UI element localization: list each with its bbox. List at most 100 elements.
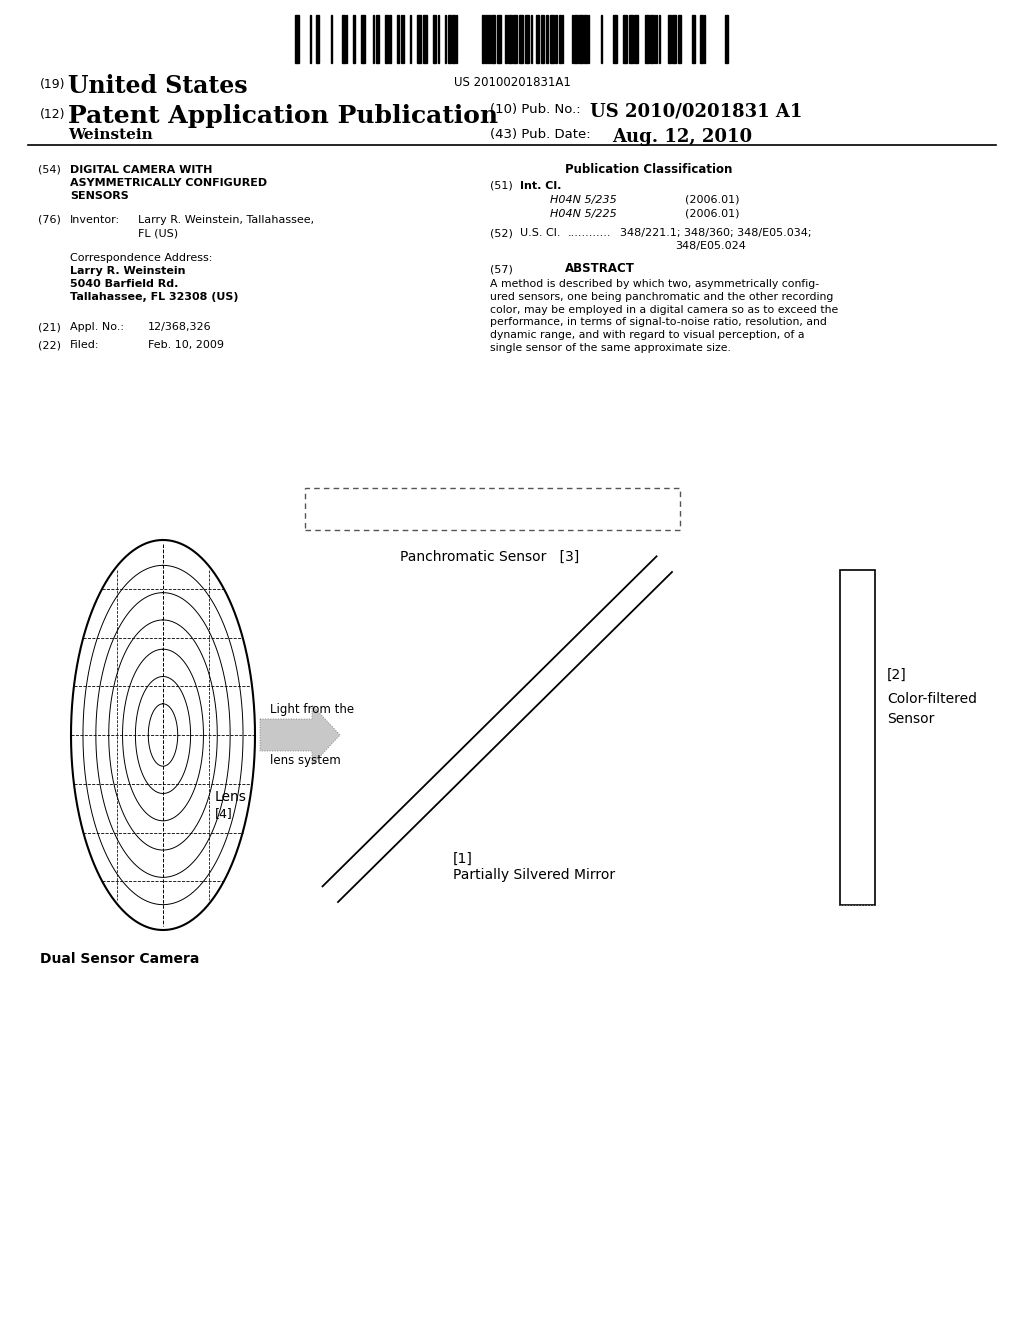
Bar bbox=[353, 15, 355, 63]
Text: (21): (21) bbox=[38, 322, 60, 333]
Text: [2]: [2] bbox=[887, 668, 906, 682]
Bar bbox=[634, 15, 638, 63]
Text: ............: ............ bbox=[568, 228, 611, 238]
Text: (19): (19) bbox=[40, 78, 66, 91]
Bar bbox=[490, 15, 495, 63]
Text: (2006.01): (2006.01) bbox=[685, 209, 739, 219]
Text: Sensor: Sensor bbox=[887, 711, 934, 726]
Text: [1]: [1] bbox=[453, 851, 473, 866]
Bar bbox=[840, 570, 874, 906]
Bar bbox=[623, 15, 627, 63]
Text: US 2010/0201831 A1: US 2010/0201831 A1 bbox=[590, 103, 803, 121]
Bar bbox=[488, 15, 490, 63]
Bar bbox=[725, 15, 728, 63]
Bar bbox=[433, 15, 436, 63]
Text: A method is described by which two, asymmetrically config-
ured sensors, one bei: A method is described by which two, asym… bbox=[490, 279, 839, 352]
Text: ABSTRACT: ABSTRACT bbox=[565, 261, 635, 275]
Text: Appl. No.:: Appl. No.: bbox=[70, 322, 124, 333]
Text: Tallahassee, FL 32308 (US): Tallahassee, FL 32308 (US) bbox=[70, 292, 239, 302]
Text: (57): (57) bbox=[490, 264, 513, 275]
Bar bbox=[668, 15, 671, 63]
Polygon shape bbox=[260, 705, 340, 766]
Bar bbox=[449, 15, 451, 63]
Bar bbox=[417, 15, 421, 63]
Text: US 20100201831A1: US 20100201831A1 bbox=[454, 77, 570, 88]
Bar bbox=[508, 15, 512, 63]
Text: Publication Classification: Publication Classification bbox=[565, 162, 732, 176]
Text: H04N 5/225: H04N 5/225 bbox=[550, 209, 616, 219]
Text: 348/E05.024: 348/E05.024 bbox=[675, 242, 745, 251]
Bar bbox=[305, 488, 680, 531]
Bar bbox=[579, 15, 583, 63]
Bar bbox=[645, 15, 649, 63]
Text: U.S. Cl.: U.S. Cl. bbox=[520, 228, 560, 238]
Bar bbox=[316, 15, 319, 63]
Text: (2006.01): (2006.01) bbox=[685, 195, 739, 205]
Bar bbox=[361, 15, 365, 63]
Text: H04N 5/235: H04N 5/235 bbox=[550, 195, 616, 205]
Text: Lens: Lens bbox=[215, 789, 247, 804]
Bar bbox=[559, 15, 561, 63]
Bar bbox=[672, 15, 676, 63]
Text: ASYMMETRICALLY CONFIGURED: ASYMMETRICALLY CONFIGURED bbox=[70, 178, 267, 187]
Text: Dual Sensor Camera: Dual Sensor Camera bbox=[40, 952, 200, 966]
Bar bbox=[550, 15, 554, 63]
Bar bbox=[423, 15, 427, 63]
Bar bbox=[482, 15, 484, 63]
Text: Weinstein: Weinstein bbox=[68, 128, 153, 143]
Bar bbox=[650, 15, 653, 63]
Text: (22): (22) bbox=[38, 341, 61, 350]
Text: Light from the: Light from the bbox=[270, 704, 354, 715]
Bar bbox=[295, 15, 299, 63]
Text: (51): (51) bbox=[490, 181, 513, 191]
Text: Patent Application Publication: Patent Application Publication bbox=[68, 104, 498, 128]
Text: (54): (54) bbox=[38, 165, 60, 176]
Bar bbox=[385, 15, 388, 63]
Bar bbox=[555, 15, 557, 63]
Text: United States: United States bbox=[68, 74, 248, 98]
Text: Feb. 10, 2009: Feb. 10, 2009 bbox=[148, 341, 224, 350]
Text: 348/221.1; 348/360; 348/E05.034;: 348/221.1; 348/360; 348/E05.034; bbox=[620, 228, 811, 238]
Text: lens system: lens system bbox=[270, 754, 341, 767]
Text: Panchromatic Sensor   [3]: Panchromatic Sensor [3] bbox=[400, 550, 580, 564]
Text: Larry R. Weinstein: Larry R. Weinstein bbox=[70, 267, 185, 276]
Bar bbox=[546, 15, 548, 63]
Bar bbox=[513, 15, 517, 63]
Bar bbox=[519, 15, 523, 63]
Text: 5040 Barfield Rd.: 5040 Barfield Rd. bbox=[70, 279, 178, 289]
Bar bbox=[700, 15, 703, 63]
Text: Correspondence Address:: Correspondence Address: bbox=[70, 253, 212, 263]
Bar bbox=[525, 15, 529, 63]
Text: FL (US): FL (US) bbox=[138, 228, 178, 238]
Text: [4]: [4] bbox=[215, 807, 232, 820]
Text: (52): (52) bbox=[490, 228, 513, 238]
Bar bbox=[497, 15, 501, 63]
Bar bbox=[505, 15, 507, 63]
Bar bbox=[376, 15, 379, 63]
Bar bbox=[485, 15, 487, 63]
Text: SENSORS: SENSORS bbox=[70, 191, 129, 201]
Bar bbox=[692, 15, 695, 63]
Bar bbox=[397, 15, 399, 63]
Bar bbox=[541, 15, 544, 63]
Text: (43) Pub. Date:: (43) Pub. Date: bbox=[490, 128, 591, 141]
Text: DIGITAL CAMERA WITH: DIGITAL CAMERA WITH bbox=[70, 165, 212, 176]
Bar bbox=[613, 15, 617, 63]
Text: Partially Silvered Mirror: Partially Silvered Mirror bbox=[453, 869, 615, 882]
Bar bbox=[342, 15, 345, 63]
Bar bbox=[452, 15, 455, 63]
Bar bbox=[629, 15, 633, 63]
Text: Int. Cl.: Int. Cl. bbox=[520, 181, 561, 191]
Text: Aug. 12, 2010: Aug. 12, 2010 bbox=[612, 128, 752, 147]
Bar bbox=[536, 15, 539, 63]
Bar bbox=[584, 15, 587, 63]
Bar bbox=[678, 15, 681, 63]
Text: (10) Pub. No.:: (10) Pub. No.: bbox=[490, 103, 581, 116]
Text: (12): (12) bbox=[40, 108, 66, 121]
Bar bbox=[389, 15, 391, 63]
Text: 12/368,326: 12/368,326 bbox=[148, 322, 212, 333]
Bar bbox=[574, 15, 578, 63]
Text: Inventor:: Inventor: bbox=[70, 215, 120, 224]
Text: (76): (76) bbox=[38, 215, 60, 224]
Text: Filed:: Filed: bbox=[70, 341, 99, 350]
